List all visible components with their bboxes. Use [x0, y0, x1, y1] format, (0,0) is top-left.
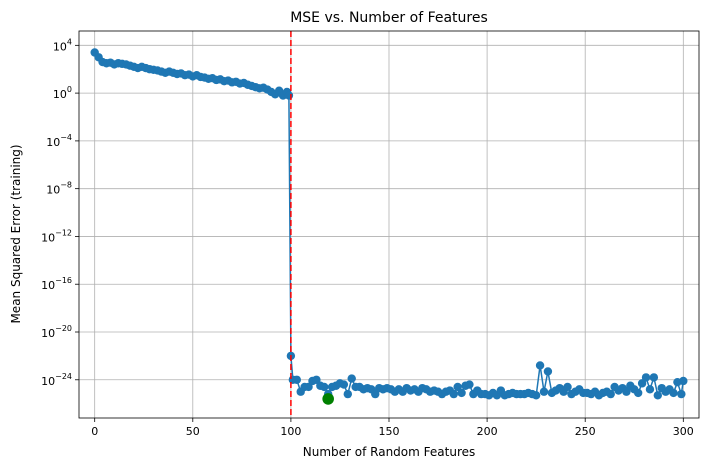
- x-tick-label-4: 200: [477, 425, 498, 438]
- data-point: [465, 380, 474, 389]
- data-point: [531, 391, 541, 400]
- data-point: [312, 375, 321, 384]
- data-point: [641, 373, 651, 382]
- grid-layer: [79, 31, 699, 418]
- data-point: [653, 391, 662, 400]
- data-point: [563, 382, 572, 392]
- data-point: [633, 388, 643, 398]
- y-tick-label-5: 10−16: [41, 276, 72, 292]
- y-tick-label-4: 10−12: [41, 228, 72, 244]
- data-point: [535, 361, 545, 370]
- data-point: [622, 387, 631, 396]
- y-tick-label-0: 104: [53, 37, 72, 53]
- data-point: [347, 374, 356, 383]
- data-point: [449, 389, 458, 399]
- data-point: [304, 382, 313, 392]
- x-tick-label-0: 0: [91, 425, 98, 438]
- x-axis-label: Number of Random Features: [303, 445, 476, 459]
- data-point: [320, 382, 329, 392]
- data-point: [343, 389, 352, 399]
- chart-title: MSE vs. Number of Features: [290, 10, 488, 26]
- x-tick-label-5: 250: [575, 425, 596, 438]
- y-tick-label-6: 10−20: [41, 324, 72, 340]
- data-point: [371, 389, 380, 399]
- y-tick-label-1: 100: [53, 85, 72, 101]
- y-axis-label: Mean Squared Error (training): [9, 144, 23, 323]
- data-point: [649, 373, 659, 382]
- data-point: [543, 367, 553, 376]
- data-point: [339, 380, 349, 389]
- data-point: [637, 379, 647, 388]
- y-tick-label-3: 10−8: [46, 181, 72, 197]
- data-point: [292, 375, 301, 384]
- data-point: [453, 382, 462, 392]
- data-point: [677, 389, 686, 399]
- y-tick-label-2: 10−4: [46, 133, 72, 149]
- series-layer: [90, 31, 688, 418]
- data-point: [457, 388, 466, 398]
- x-tick-label-3: 150: [379, 425, 400, 438]
- data-point: [679, 376, 688, 386]
- data-point: [539, 387, 549, 396]
- y-tick-label-7: 10−24: [41, 372, 72, 388]
- data-point: [284, 91, 294, 100]
- min-error-point: [322, 393, 334, 405]
- tick-layer: 0 50 100 150 200 250 300 104 100 10−4 10−8 10−12 10−…: [41, 37, 694, 438]
- data-point: [669, 388, 678, 398]
- x-tick-label-6: 300: [673, 425, 694, 438]
- data-point: [645, 385, 655, 394]
- plot-frame: [78, 30, 700, 419]
- data-point: [606, 389, 615, 399]
- x-tick-label-1: 50: [186, 425, 200, 438]
- x-tick-label-2: 100: [280, 425, 301, 438]
